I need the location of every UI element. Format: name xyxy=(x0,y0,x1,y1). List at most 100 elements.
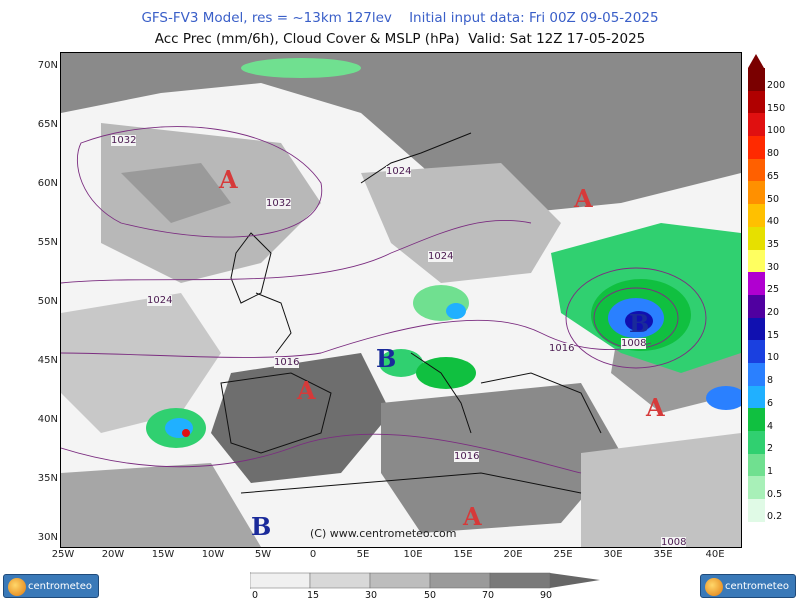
model-info-title: GFS-FV3 Model, res = ~13km 127lev Initia… xyxy=(141,10,659,26)
colorbar-swatch xyxy=(748,362,765,386)
sun-globe-icon xyxy=(705,578,723,596)
isobar-label: 1016 xyxy=(549,343,575,354)
colorbar-swatch xyxy=(748,90,765,114)
logo-text: centrometeo xyxy=(27,581,92,592)
product-valid-subtitle: Acc Prec (mm/6h), Cloud Cover & MSLP (hP… xyxy=(154,31,646,47)
lon-label: 15E xyxy=(453,549,473,560)
isobar-label: 1008 xyxy=(621,338,647,349)
cloud-scale-label: 50 xyxy=(423,590,437,601)
isobar-label: 1016 xyxy=(454,451,480,462)
logo-text: centrometeo xyxy=(724,581,789,592)
colorbar-label: 65 xyxy=(767,170,780,182)
sun-globe-icon xyxy=(8,578,26,596)
precipitation-layer xyxy=(146,58,741,448)
colorbar-swatch xyxy=(748,113,765,137)
forecast-map-canvas xyxy=(61,53,741,547)
isobar-label: 1016 xyxy=(274,357,300,368)
lon-label: 30E xyxy=(603,549,623,560)
isobar-label: 1024 xyxy=(428,251,454,262)
colorbar-label: 30 xyxy=(767,261,780,273)
colorbar-label: 1 xyxy=(767,465,774,477)
lat-label: 50N xyxy=(37,296,58,307)
colorbar-label: 0.5 xyxy=(767,488,783,500)
lon-label: 10E xyxy=(403,549,423,560)
isobar-label: 1024 xyxy=(147,295,173,306)
colorbar-label: 40 xyxy=(767,216,780,228)
lat-label: 55N xyxy=(37,237,58,248)
isobar-label: 1032 xyxy=(111,135,137,146)
lat-label: 65N xyxy=(37,119,58,130)
cloud-scale-label: 30 xyxy=(364,590,378,601)
precip-colorbar xyxy=(748,54,765,522)
colorbar-label: 2 xyxy=(767,443,774,455)
lon-label: 25W xyxy=(51,549,75,560)
cloud-scale-label: 15 xyxy=(306,590,320,601)
lat-label: 45N xyxy=(37,355,58,366)
forecast-map: A A A A A B B B 1032 1032 1024 1024 1024… xyxy=(60,52,742,548)
lat-label: 35N xyxy=(37,473,58,484)
lon-label: 10W xyxy=(201,549,225,560)
lon-label: 25E xyxy=(553,549,573,560)
high-pressure-label: A xyxy=(574,184,593,213)
isobars xyxy=(61,126,707,474)
colorbar-swatch xyxy=(748,294,765,318)
isobar-label: 1008 xyxy=(661,537,687,548)
isobar-label: 1032 xyxy=(266,198,292,209)
colorbar-swatch xyxy=(748,408,765,431)
isobar-label: 1024 xyxy=(386,166,412,177)
colorbar-swatch xyxy=(748,68,765,91)
lon-label: 5E xyxy=(356,549,370,560)
colorbar-swatch xyxy=(748,226,765,250)
colorbar-swatch xyxy=(748,476,765,500)
colorbar-label: 200 xyxy=(767,80,786,91)
low-pressure-label: B xyxy=(629,309,650,338)
colorbar-top-arrow xyxy=(748,54,764,68)
colorbar-swatch xyxy=(748,272,765,295)
lat-label: 70N xyxy=(37,60,58,71)
lon-label: 35E xyxy=(653,549,673,560)
lat-label: 60N xyxy=(37,178,58,189)
colorbar-label: 35 xyxy=(767,238,780,250)
cloud-cover-scale xyxy=(199,572,600,589)
low-pressure-label: B xyxy=(376,344,397,373)
colorbar-label: 100 xyxy=(767,125,786,137)
high-pressure-label: A xyxy=(219,165,238,194)
cloud-scale-label: 0 xyxy=(251,590,259,601)
colorbar-label: 4 xyxy=(767,420,774,432)
lon-label: 20W xyxy=(101,549,125,560)
colorbar-label: 10 xyxy=(767,352,780,364)
colorbar-swatch xyxy=(748,158,765,182)
lat-label: 40N xyxy=(37,414,58,425)
colorbar-swatch xyxy=(748,204,765,227)
colorbar-label: 0.2 xyxy=(767,511,783,523)
high-pressure-label: A xyxy=(297,376,316,405)
colorbar-label: 80 xyxy=(767,148,780,160)
colorbar-swatch xyxy=(748,181,765,205)
copyright-text: (C) www.centrometeo.com xyxy=(310,527,457,540)
colorbar-label: 8 xyxy=(767,375,774,387)
colorbar-swatch xyxy=(748,385,765,409)
colorbar-label: 6 xyxy=(767,397,774,409)
lon-label: 40E xyxy=(705,549,725,560)
cloud-scale-label: 70 xyxy=(481,590,495,601)
colorbar-swatch xyxy=(748,249,765,273)
low-pressure-label: B xyxy=(251,512,272,541)
lat-label: 30N xyxy=(37,532,58,543)
colorbar-swatch xyxy=(748,453,765,477)
colorbar-label: 15 xyxy=(767,329,780,341)
colorbar-swatch xyxy=(748,340,765,363)
colorbar-label: 25 xyxy=(767,284,780,296)
colorbar-label: 20 xyxy=(767,307,780,318)
colorbar-swatch xyxy=(748,431,765,454)
lon-label: 15W xyxy=(151,549,175,560)
centrometeo-logo[interactable]: centrometeo xyxy=(700,574,796,598)
cloud-scale-label: 90 xyxy=(539,590,553,601)
cloud-cover-colorbar xyxy=(199,572,600,589)
high-pressure-label: A xyxy=(646,393,665,422)
colorbar-swatch xyxy=(748,317,765,341)
colorbar-swatch xyxy=(748,499,765,522)
lon-label: 20E xyxy=(503,549,523,560)
lon-label: 5W xyxy=(254,549,272,560)
centrometeo-logo[interactable]: centrometeo xyxy=(3,574,99,598)
colorbar-swatch xyxy=(748,136,765,159)
